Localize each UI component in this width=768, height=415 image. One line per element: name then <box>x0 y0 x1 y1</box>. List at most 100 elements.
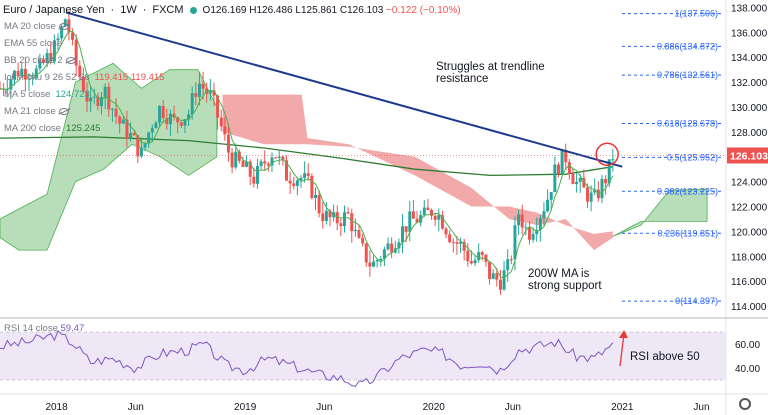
candle-body <box>194 93 198 97</box>
candle-body <box>535 229 539 235</box>
candle-body <box>237 151 241 161</box>
fib-level-label: 0.382(123.225) <box>657 186 718 196</box>
indicator-row[interactable]: Ichimoku 9 26 52 26 119.415 119.415 <box>4 72 164 83</box>
candle-body <box>585 187 589 202</box>
candle-body <box>469 261 473 264</box>
hidden-eye-icon[interactable] <box>58 23 69 30</box>
candle-body <box>168 113 172 125</box>
candle-body <box>121 119 125 124</box>
candle-body <box>230 152 234 168</box>
time-tick-label: Jun <box>505 402 521 413</box>
rsi-band-fill <box>0 332 726 380</box>
candle-body <box>448 234 452 243</box>
candle-body <box>564 150 568 163</box>
candle-body <box>176 117 180 123</box>
candle-body <box>542 211 546 219</box>
candle-body <box>596 189 600 199</box>
candle-body <box>187 114 191 120</box>
candle-body <box>527 227 531 240</box>
candle-body <box>284 160 288 181</box>
candle-body <box>401 226 405 243</box>
candle-body <box>556 164 560 175</box>
candle-body <box>201 83 205 89</box>
candle-body <box>219 117 223 127</box>
candle-body <box>575 181 579 185</box>
candle-body <box>531 234 535 240</box>
candle-body <box>364 243 368 263</box>
resistance-trendline <box>65 11 623 168</box>
rsi-tick-label: 60.00 <box>735 340 760 351</box>
candle-body <box>107 86 111 110</box>
hidden-eye-icon[interactable] <box>65 57 76 64</box>
candle-body <box>571 173 575 185</box>
ma-note-line1: 200W MA is <box>528 268 590 280</box>
candle-body <box>506 259 510 271</box>
indicator-label: BB 20 close 2 <box>4 55 63 66</box>
rsi-arrow-shaft <box>619 333 625 367</box>
time-tick-label: Jun <box>693 402 709 413</box>
ohlc-values: O126.169 H126.486 L125.861 C126.103 −0.1… <box>203 5 461 16</box>
time-tick-label: 2019 <box>234 402 257 413</box>
symbol-title[interactable]: Euro / Japanese Yen <box>3 4 105 16</box>
candle-body <box>313 194 317 199</box>
indicator-value: 124.723 <box>55 89 90 100</box>
candle-body <box>451 242 455 244</box>
indicator-row[interactable]: MA 20 close <box>4 21 69 32</box>
candle-body <box>306 173 310 176</box>
candle-body <box>343 212 347 227</box>
time-tick-label: Jun <box>316 402 332 413</box>
candle-body <box>466 250 470 262</box>
fib-level-label: 1(137.506) <box>674 9 718 19</box>
candle-body <box>103 86 107 98</box>
indicator-row[interactable]: EMA 55 close <box>4 38 62 49</box>
candle-body <box>263 161 267 164</box>
indicator-row[interactable]: MA 200 close 125.245 <box>4 123 100 134</box>
ichimoku-cloud-bearish <box>222 94 613 251</box>
trendline-note-line1: Struggles at trendline <box>436 61 545 73</box>
candle-body <box>611 159 615 161</box>
candle-body <box>578 178 582 182</box>
time-tick-label: 2018 <box>45 402 68 413</box>
candle-body <box>462 241 466 251</box>
candle-body <box>509 259 513 261</box>
candle-body <box>368 262 372 267</box>
candle-body <box>553 164 557 193</box>
source-label: FXCM <box>152 4 184 16</box>
indicator-label: MA 5 close <box>4 89 51 100</box>
interval-label[interactable]: 1W <box>120 4 137 16</box>
fib-level-label: 0.618(128.678) <box>657 118 718 128</box>
candle-body <box>386 243 390 250</box>
last-price-tag <box>727 147 768 164</box>
candle-body <box>357 229 361 238</box>
indicator-row[interactable]: BB 20 close 2 <box>4 55 76 66</box>
settings-gear-icon[interactable] <box>739 398 751 410</box>
candle-body <box>524 227 528 229</box>
candle-body <box>390 243 394 253</box>
candle-body <box>132 133 136 136</box>
candle-body <box>600 178 604 199</box>
time-tick-label: 2021 <box>611 402 634 413</box>
candle-body <box>379 258 383 261</box>
candle-body <box>549 192 553 200</box>
candle-body <box>350 213 354 232</box>
candle-body <box>520 214 524 228</box>
candle-body <box>382 249 386 259</box>
candle-body <box>205 88 209 94</box>
indicator-label: MA 20 close <box>4 21 56 32</box>
candle-body <box>96 96 100 107</box>
indicator-row[interactable]: MA 5 close 124.723 <box>4 89 90 100</box>
price-tick-label: 116.000 <box>731 277 767 288</box>
candle-body <box>125 119 129 139</box>
candle-body <box>546 199 550 212</box>
candle-body <box>223 126 227 135</box>
candle-body <box>165 118 169 125</box>
candle-body <box>411 211 415 219</box>
time-tick-label: 2020 <box>423 402 446 413</box>
resistance-circle-marker <box>595 142 619 167</box>
hidden-eye-icon[interactable] <box>58 108 69 115</box>
indicator-row[interactable]: MA 21 close <box>4 106 69 117</box>
candle-body <box>147 132 151 144</box>
candle-body <box>281 156 285 161</box>
